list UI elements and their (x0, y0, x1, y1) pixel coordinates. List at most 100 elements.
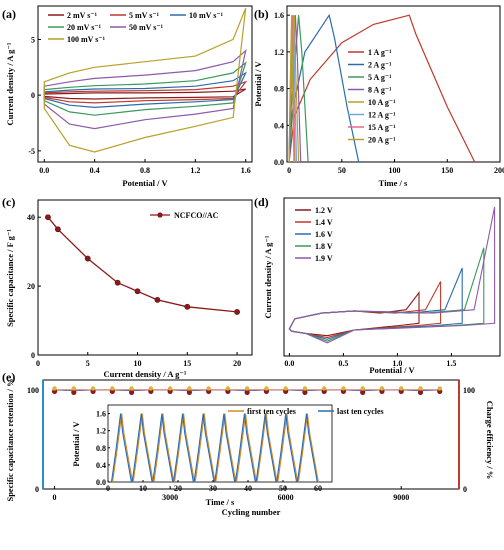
legend-label: 10 mV s⁻¹ (189, 11, 224, 20)
inset-cycle (153, 413, 175, 483)
inset-cycle (132, 413, 154, 483)
x-tick-label: 20 (233, 359, 241, 368)
inset-xticks: 0 10 20 30 40 50 60 (106, 480, 322, 493)
gcd-curve-3 (288, 15, 309, 163)
legend-label: 1 A g⁻¹ (368, 48, 392, 57)
cv-window-curve-5 (288, 206, 496, 344)
efficiency-point (341, 386, 346, 391)
panel-b-xticks: 0 50 100 150 200 (287, 159, 504, 175)
legend-label: 20 A g⁻¹ (368, 136, 396, 145)
legend-label: 1.8 V (315, 242, 333, 251)
inset-cycle (214, 413, 236, 483)
panel-e-xlabel: Cycling number (222, 507, 281, 517)
inset-x-tick-label: 10 (139, 484, 147, 493)
retention-point (302, 389, 308, 395)
x-tick-label: 200 (494, 166, 504, 175)
panel-b-frame (286, 5, 501, 163)
inset-legend-label: first ten cycles (247, 407, 296, 416)
panel-d-ylabel: Current density / A g⁻¹ (263, 235, 273, 318)
efficiency-point (283, 386, 288, 391)
legend-label: 2 mV s⁻¹ (67, 11, 98, 20)
inset-cycle (255, 413, 277, 483)
legend-label: 5 mV s⁻¹ (129, 11, 160, 20)
efficiency-point (379, 386, 385, 391)
panel-a-yticks: 5 0 -5 (28, 35, 41, 156)
inset-x-tick-label: 0 (106, 484, 110, 493)
cv-curve-6 (43, 7, 247, 153)
panel-e: (e) Cycling number Specific capacitance … (2, 370, 495, 517)
inset-cycle (111, 413, 134, 483)
y-tick-label: 0.0 (274, 158, 284, 167)
panel-d: (d) Potential / V Current density / A g⁻… (254, 195, 501, 375)
legend-label: 12 A g⁻¹ (368, 111, 396, 120)
cv-curve-2 (43, 80, 248, 104)
x-tick-label: 1.0 (392, 359, 402, 368)
retention-point (128, 389, 135, 395)
efficiency-point (264, 386, 269, 391)
efficiency-point (110, 386, 115, 391)
efficiency-point (418, 386, 423, 391)
panel-d-frame (283, 197, 501, 357)
efficiency-point (321, 386, 327, 391)
panel-a-xticks: 0.0 0.4 0.8 1.2 1.6 (39, 159, 251, 175)
inset-cycle (215, 413, 237, 483)
y-tick-label: 20 (27, 282, 35, 291)
x-tick-label: 0 (36, 359, 40, 368)
legend-label: 100 mV s⁻¹ (67, 35, 106, 44)
efficiency-point (302, 386, 308, 391)
legend-swatch-marker (157, 212, 163, 218)
capacitance-point (134, 288, 141, 295)
capacitance-point (114, 279, 121, 286)
efficiency-point (52, 386, 57, 391)
x-tick-label: 150 (441, 166, 453, 175)
legend-label: 1.2 V (315, 206, 333, 215)
panel-c-ylabel: Specific capacitance / F g⁻¹ (5, 229, 15, 327)
cv-curve-4 (43, 61, 247, 116)
inset-y-tick-label: 0.8 (96, 444, 106, 453)
retention-point (71, 389, 77, 395)
legend-label: 50 mV s⁻¹ (129, 23, 164, 32)
efficiency-point (437, 386, 442, 391)
retention-point (417, 389, 424, 395)
panel-c-label: (c) (2, 195, 15, 209)
legend-label: 8 A g⁻¹ (368, 86, 392, 95)
inset-cycle (234, 413, 256, 483)
y-tick-label: 5 (31, 35, 35, 44)
retention-point (186, 389, 192, 395)
efficiency-point (71, 386, 77, 391)
y-tick-label: 0.4 (274, 121, 284, 130)
panel-b-curves (288, 13, 476, 163)
legend-label: 1.9 V (315, 254, 333, 263)
inset-cycle (277, 413, 299, 483)
efficiency-point (129, 386, 134, 391)
panel-b-ylabel: Potential / V (253, 61, 263, 107)
panel-c-yticks: 0 20 40 (27, 213, 41, 360)
efficiency-point (167, 386, 173, 391)
panel-c: (c) Current density / A g⁻¹ Specific cap… (2, 195, 253, 379)
efficiency-point (244, 386, 250, 391)
x-tick-label: 0 (287, 166, 291, 175)
x-tick-label: 100 (389, 166, 401, 175)
x-tick-label: 6000 (278, 493, 294, 502)
inset-cycle (296, 413, 318, 483)
efficiency-point (148, 386, 154, 391)
panel-e-ylabel: Specific capacitance retention / % (5, 378, 15, 501)
panel-b-xlabel: Time / s (379, 178, 408, 188)
cv-curve-5 (43, 48, 247, 130)
efficiency-point (399, 386, 404, 391)
capacitance-line (47, 216, 238, 313)
inset-x-tick-label: 60 (314, 484, 322, 493)
x-tick-label: 9000 (393, 493, 409, 502)
panel-e-inset: Time / s Potential / V 0 10 20 30 40 50 60 0.0… (71, 404, 384, 507)
x-tick-label: 5 (86, 359, 90, 368)
inset-ylabel: Potential / V (71, 421, 81, 467)
x-tick-label: 50 (338, 166, 346, 175)
panel-c-xlabel: Current density / A g⁻¹ (104, 369, 187, 379)
inset-x-tick-label: 20 (174, 484, 182, 493)
x-tick-label: 3000 (162, 493, 178, 502)
cv-window-curve-1 (288, 291, 420, 337)
efficiency-point (360, 386, 365, 391)
inset-y-tick-label: 1.2 (96, 427, 106, 436)
